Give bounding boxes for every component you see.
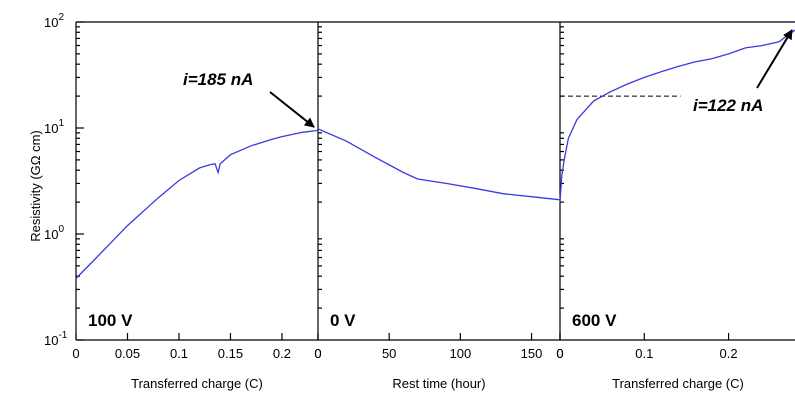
annotation-arrow bbox=[756, 29, 793, 89]
current-annotation: i=185 nA bbox=[183, 70, 253, 89]
plots-group bbox=[75, 29, 795, 279]
y-tick-base: 10 bbox=[44, 227, 58, 242]
y-tick-exponent: 0 bbox=[58, 224, 64, 235]
axes-group bbox=[75, 21, 795, 341]
series-line bbox=[559, 29, 795, 203]
x-tick-label: 50 bbox=[382, 346, 396, 361]
x-tick-label: 0 bbox=[314, 346, 321, 361]
voltage-label: 100 V bbox=[88, 311, 133, 330]
voltage-label: 0 V bbox=[330, 311, 356, 330]
x-tick-label: 0.2 bbox=[273, 346, 291, 361]
y-tick-label: 10-1 bbox=[44, 330, 68, 348]
y-tick-base: 10 bbox=[44, 333, 58, 348]
y-tick-label: 100 bbox=[44, 224, 64, 242]
y-tick-exponent: -1 bbox=[58, 330, 67, 341]
series-line bbox=[317, 128, 561, 201]
x-tick-label: 100 bbox=[450, 346, 472, 361]
x-tick-label: 0.1 bbox=[170, 346, 188, 361]
x-tick-label: 0.2 bbox=[720, 346, 738, 361]
x-tick-label: 0.15 bbox=[218, 346, 243, 361]
x-tick-label: 150 bbox=[521, 346, 543, 361]
x-axis-label: Transferred charge (C) bbox=[131, 376, 263, 391]
voltage-label: 600 V bbox=[572, 311, 617, 330]
x-axis-label: Transferred charge (C) bbox=[612, 376, 744, 391]
x-tick-label: 0.1 bbox=[635, 346, 653, 361]
y-tick-base: 10 bbox=[44, 15, 58, 30]
annotation-arrow bbox=[269, 91, 315, 128]
y-tick-exponent: 1 bbox=[58, 118, 64, 129]
y-axis-label: Resistivity (GΩ cm) bbox=[28, 130, 43, 242]
y-tick-label: 101 bbox=[44, 118, 64, 136]
x-tick-label: 0 bbox=[314, 346, 321, 361]
x-tick-label: 0 bbox=[556, 346, 563, 361]
y-tick-base: 10 bbox=[44, 121, 58, 136]
current-annotation: i=122 nA bbox=[693, 96, 763, 115]
x-tick-label: 0 bbox=[72, 346, 79, 361]
x-tick-label: 0 bbox=[556, 346, 563, 361]
y-tick-label: 102 bbox=[44, 12, 64, 30]
x-axis-label: Rest time (hour) bbox=[392, 376, 485, 391]
series-line bbox=[75, 129, 319, 279]
x-tick-label: 0.05 bbox=[115, 346, 140, 361]
y-tick-exponent: 2 bbox=[58, 12, 64, 23]
